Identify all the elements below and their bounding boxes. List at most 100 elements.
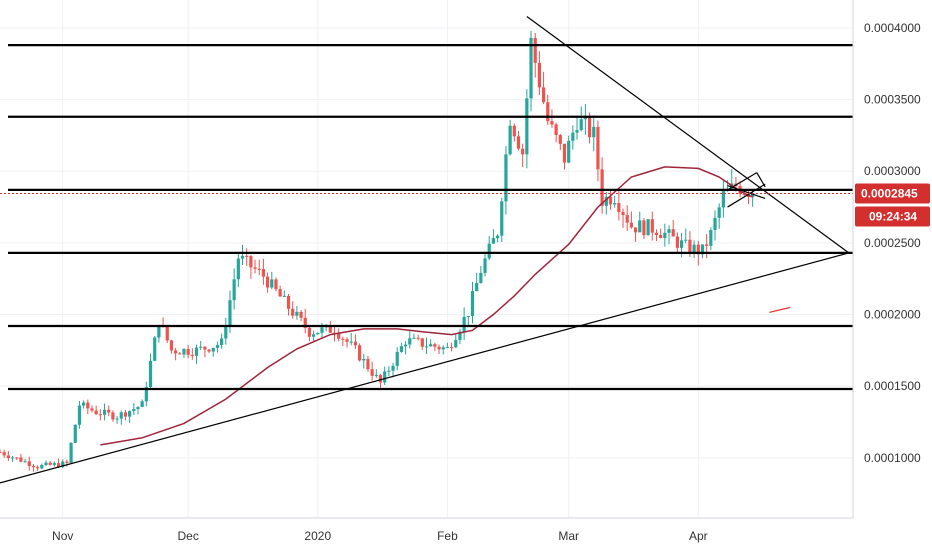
candle-body: [521, 148, 525, 155]
candle-body: [642, 220, 646, 236]
candle-body: [316, 332, 320, 335]
trendlines: [0, 15, 850, 484]
trendline: [727, 184, 766, 200]
candle-body: [274, 279, 278, 290]
candle-body: [475, 282, 479, 292]
candle-body: [278, 289, 282, 297]
candle-body: [638, 220, 642, 233]
price-axis[interactable]: 0.0001000 0.0001500 0.0002000 0.0002500 0.00…: [864, 21, 921, 465]
candle-body: [416, 337, 420, 339]
candle-body: [65, 461, 69, 463]
candle-body: [449, 347, 454, 349]
candle-body: [454, 339, 458, 348]
countdown-tag-bg: [855, 206, 930, 227]
x-tick-label: Apr: [689, 529, 708, 543]
candle-body: [10, 457, 15, 459]
candle-body: [328, 324, 332, 333]
candle-body: [713, 217, 717, 230]
candle-body: [541, 87, 546, 103]
candle-body: [245, 255, 249, 257]
candle-body: [203, 346, 207, 350]
candle-body: [558, 134, 562, 144]
y-tick-label: 0.0002000: [864, 308, 921, 322]
moving-average-line: [100, 166, 753, 446]
time-axis[interactable]: Nov Dec 2020 Feb Mar Apr: [52, 529, 708, 543]
trendline: [526, 15, 850, 254]
candle-body: [194, 347, 199, 356]
candle-body: [529, 37, 533, 99]
candle-body: [61, 461, 65, 467]
candle-body: [266, 276, 270, 288]
candle-body: [220, 338, 224, 346]
candle-body: [40, 464, 44, 469]
candle-body: [44, 462, 48, 465]
candle-body: [132, 408, 136, 412]
candle-body: [479, 272, 483, 283]
candle-body: [190, 354, 194, 356]
countdown-label: 09:24:34: [869, 209, 917, 223]
candle-body: [654, 232, 659, 235]
candle-body: [692, 244, 696, 254]
candle-body: [370, 369, 374, 376]
candle-body: [466, 315, 470, 317]
candle-body: [291, 308, 295, 316]
candle-body: [441, 347, 445, 350]
candle-body: [700, 244, 705, 255]
candle-body: [575, 130, 579, 133]
candle-body: [102, 409, 107, 415]
candle-body: [596, 126, 600, 170]
candle-body: [186, 348, 190, 355]
candle-body: [751, 193, 755, 198]
y-tick-label: 0.0003500: [864, 93, 921, 107]
candle-body: [567, 140, 571, 163]
candle-body: [69, 442, 73, 463]
candle-body: [111, 412, 115, 420]
candle-body: [211, 347, 215, 352]
candle-body: [56, 463, 61, 467]
candle-body: [613, 203, 617, 205]
horizontal-levels: [8, 44, 853, 391]
candle-body: [604, 196, 608, 206]
x-tick-label: Mar: [558, 529, 579, 543]
candle-body: [23, 461, 27, 463]
candle-body: [387, 370, 391, 372]
candle-body: [546, 102, 550, 122]
candle-body: [366, 358, 370, 370]
candle-body: [550, 121, 554, 125]
candle-body: [583, 117, 587, 120]
candle-body: [525, 98, 529, 155]
candle-body: [533, 37, 537, 63]
candle-body: [483, 258, 487, 273]
candle-body: [395, 351, 399, 366]
candle-body: [633, 227, 638, 233]
candle-body: [684, 239, 688, 241]
candle-body: [341, 338, 345, 340]
candle-body: [19, 457, 23, 462]
current-price-tag: 0.0002845 09:24:34: [855, 183, 930, 227]
candle-body: [688, 239, 692, 254]
candle-body: [94, 410, 98, 415]
trendline: [0, 252, 849, 484]
candle-body: [165, 326, 169, 341]
candle-body: [646, 219, 650, 236]
current-price-tag-bg: [855, 183, 930, 204]
candle-body: [48, 462, 52, 465]
current-price-label: 0.0002845: [861, 186, 918, 200]
candle-body: [207, 349, 211, 352]
candle-body: [629, 222, 633, 228]
candle-body: [119, 412, 123, 419]
candle-body: [462, 316, 466, 332]
candle-body: [579, 119, 583, 131]
candle-body: [169, 340, 174, 351]
candle-body: [383, 371, 387, 383]
candle-body: [625, 215, 629, 223]
candle-body: [0, 452, 2, 454]
candle-body: [295, 311, 299, 316]
candle-body: [349, 341, 353, 343]
candle-body: [31, 466, 36, 468]
y-tick-label: 0.0001500: [864, 379, 921, 393]
candle-body: [742, 193, 746, 195]
candle-body: [299, 311, 303, 318]
